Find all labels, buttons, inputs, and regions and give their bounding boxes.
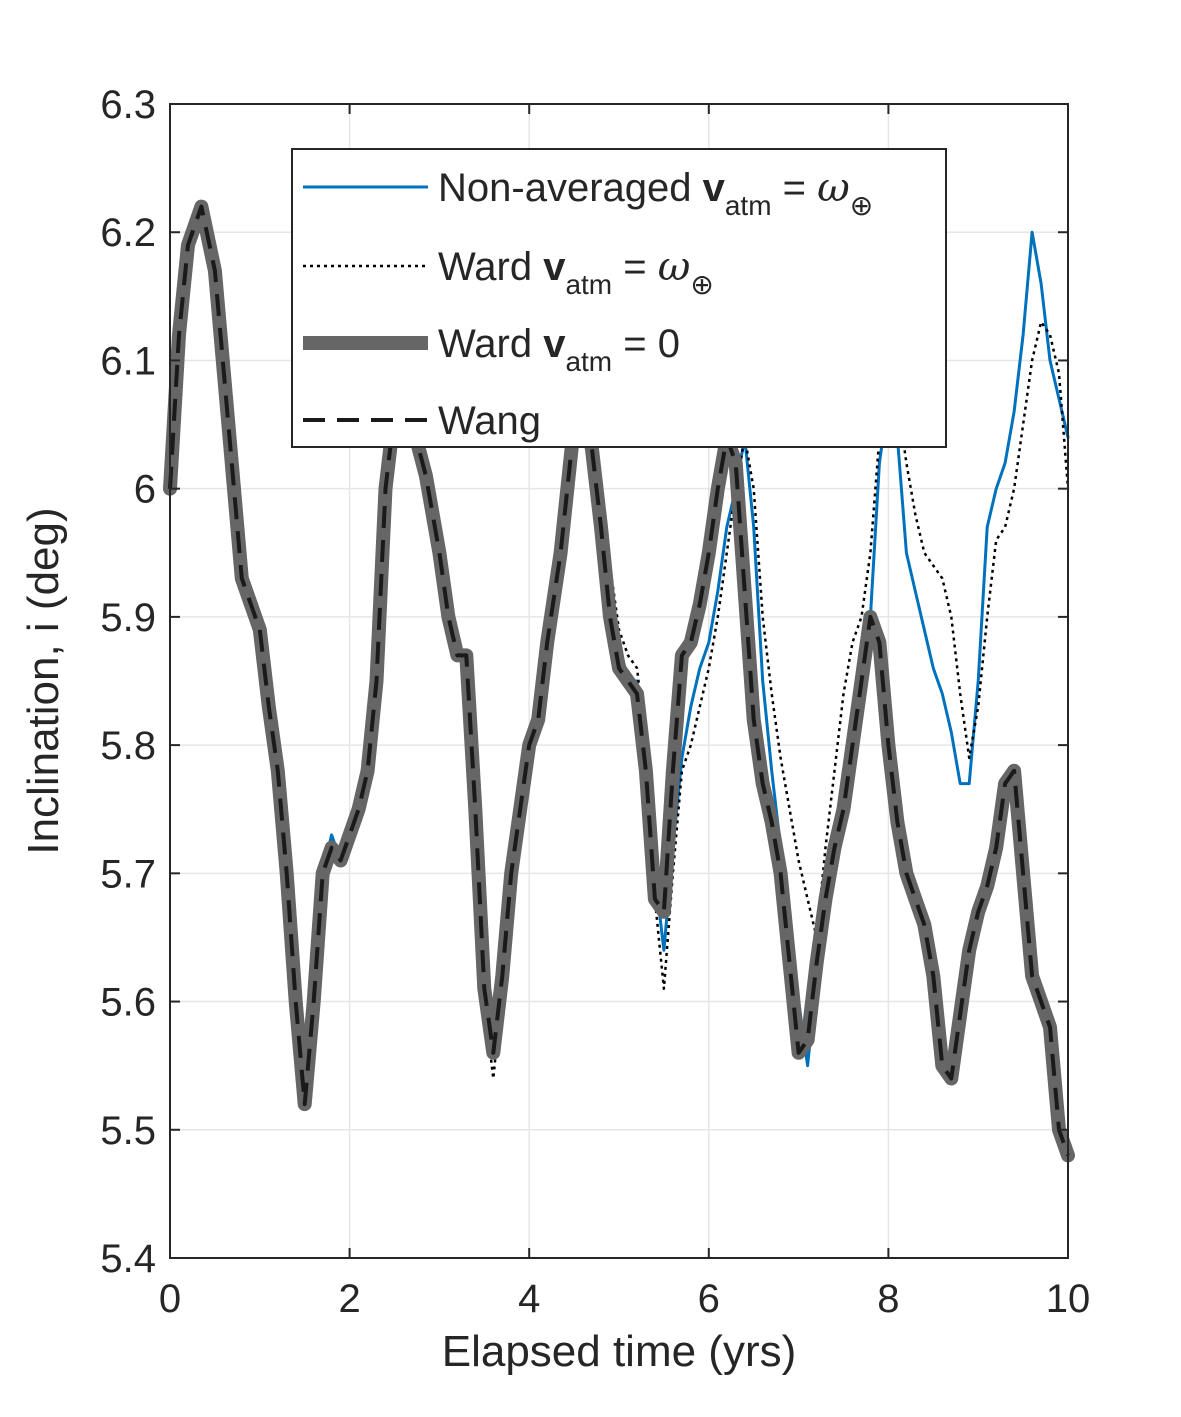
y-tick-label: 5.4	[100, 1237, 156, 1281]
x-tick-label: 0	[159, 1277, 181, 1321]
legend-label-1: Non-averaged vatm = ω⊕	[438, 165, 873, 221]
x-tick-label: 4	[518, 1277, 540, 1321]
series-line-4	[168, 204, 1070, 1157]
axis-ticks: 0 2 4 6 8 10 5.4 5.5 5.6 5.7 5.8 5.9 6 6.1 6.2 6.3	[100, 83, 1090, 1321]
y-tick-label: 5.9	[100, 596, 156, 640]
legend-label-4: Wang	[438, 399, 541, 443]
x-axis-label: Elapsed time (yrs)	[442, 1327, 797, 1376]
plot-area	[163, 199, 1075, 1163]
y-tick-label: 5.5	[100, 1109, 156, 1153]
legend-box	[291, 148, 947, 448]
y-tick-label: 5.7	[100, 852, 156, 896]
legend-label-3: Ward vatm = 0	[438, 322, 680, 377]
y-tick-label: 6.2	[100, 211, 156, 255]
y-tick-label: 5.8	[100, 724, 156, 768]
y-tick-label: 6	[134, 468, 156, 512]
x-tick-label: 10	[1046, 1277, 1091, 1321]
y-tick-label: 6.3	[100, 83, 156, 127]
x-tick-label: 8	[877, 1277, 899, 1321]
axes-box	[169, 103, 1069, 1259]
legend-label-2: Ward vatm = ω⊕	[438, 244, 714, 300]
legend: Non-averaged vatm = ω⊕ Ward vatm = ω⊕ Ward…	[291, 148, 947, 448]
y-tick-label: 6.1	[100, 339, 156, 383]
y-tick-label: 5.6	[100, 981, 156, 1025]
x-tick-label: 2	[338, 1277, 360, 1321]
y-axis-label: Inclination, i (deg)	[19, 507, 68, 854]
x-tick-label: 6	[698, 1277, 720, 1321]
